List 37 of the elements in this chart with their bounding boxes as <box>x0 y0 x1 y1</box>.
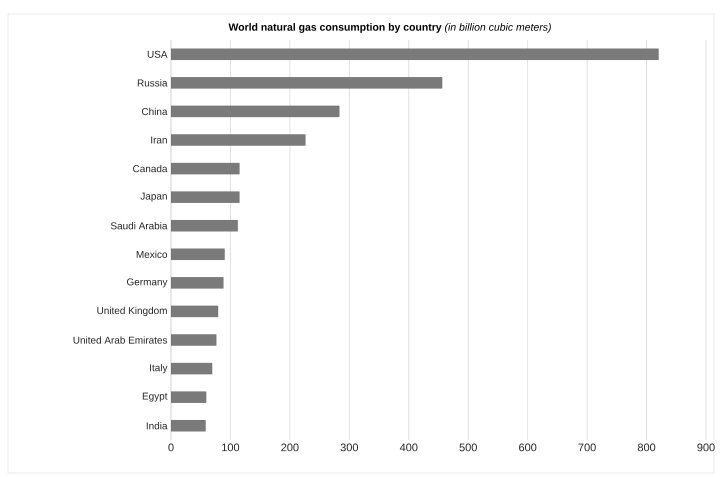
bar <box>171 48 659 60</box>
bar <box>171 220 238 232</box>
bar <box>171 77 442 89</box>
x-tick-label: 700 <box>578 444 596 452</box>
y-tick-label: India <box>146 422 168 430</box>
x-tick-label: 500 <box>460 444 477 452</box>
y-tick-label: China <box>142 108 168 116</box>
x-tick-label: 600 <box>519 444 536 452</box>
y-tick-label: Russia <box>138 79 168 87</box>
x-tick-label: 800 <box>638 444 656 452</box>
y-tick-label: United Arab Emirates <box>74 336 168 344</box>
x-tick-label: 200 <box>281 444 299 452</box>
x-tick-label: 100 <box>222 444 240 452</box>
y-tick-label: Egypt <box>142 392 168 402</box>
y-tick-label: USA <box>148 50 168 58</box>
y-tick-label: Italy <box>150 364 168 374</box>
y-tick-label: United Kingdom <box>97 306 167 316</box>
x-tick-label: 400 <box>400 444 418 452</box>
x-tick-label: 300 <box>340 444 358 452</box>
bar <box>171 191 240 203</box>
bar <box>171 420 206 432</box>
y-tick-label: Iran <box>151 136 167 144</box>
bar <box>171 162 240 174</box>
y-tick-label: Japan <box>140 192 167 202</box>
x-tick-label: 0 <box>168 444 174 452</box>
bar <box>171 106 340 118</box>
bar <box>171 134 306 146</box>
chart-title: World natural gas consumption by country (in billion cubic meters) <box>228 23 551 33</box>
bar <box>171 277 224 289</box>
bar <box>171 334 216 346</box>
bar <box>171 391 206 403</box>
bar <box>171 248 225 260</box>
y-tick-label: Canada <box>133 164 168 172</box>
y-tick-label: Mexico <box>136 250 168 258</box>
y-tick-label: Saudi Arabia <box>110 222 168 230</box>
y-tick-label: Germany <box>127 278 168 288</box>
x-tick-label: 900 <box>697 444 715 452</box>
